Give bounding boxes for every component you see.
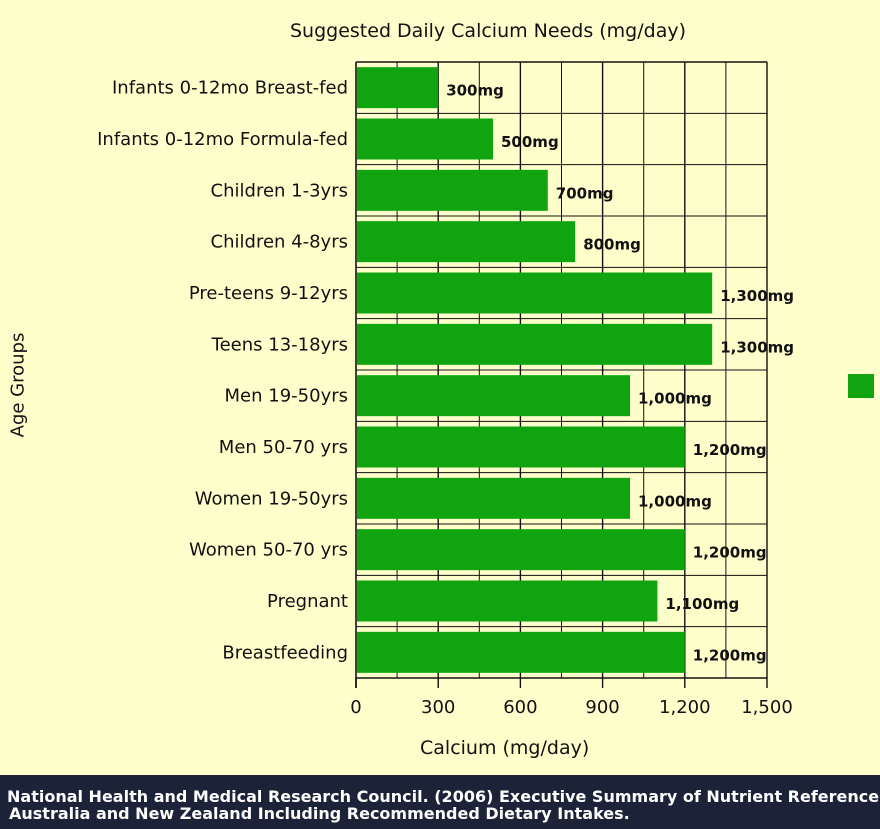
- legend-swatch: [848, 374, 874, 398]
- category-label: Infants 0-12mo Breast-fed: [112, 78, 348, 99]
- category-label: Infants 0-12mo Formula-fed: [97, 129, 348, 150]
- x-tick-label: 900: [585, 697, 619, 718]
- category-label: Women 19-50yrs: [195, 488, 348, 509]
- data-label: 1,200mg: [693, 441, 767, 459]
- data-label: 1,100mg: [665, 595, 739, 613]
- category-label: Breastfeeding: [222, 642, 348, 663]
- category-label: Men 50-70 yrs: [219, 437, 348, 458]
- bar: [357, 272, 713, 314]
- bar: [357, 221, 576, 263]
- data-label: 300mg: [446, 82, 504, 100]
- x-tick-label: 0: [350, 697, 361, 718]
- category-label: Pregnant: [267, 591, 348, 612]
- citation-line-1: National Health and Medical Research Cou…: [7, 787, 880, 806]
- bar: [357, 631, 685, 673]
- category-label: Children 4-8yrs: [211, 232, 348, 253]
- data-label: 500mg: [501, 133, 559, 151]
- x-axis-label: Calcium (mg/day): [420, 737, 590, 759]
- data-label: 1,000mg: [638, 492, 712, 510]
- bar: [357, 375, 630, 417]
- bar: [357, 67, 439, 109]
- data-label: 1,000mg: [638, 390, 712, 408]
- category-label: Pre-teens 9-12yrs: [189, 283, 348, 304]
- x-tick-label: 1,200: [659, 697, 711, 718]
- data-label: 1,300mg: [720, 287, 794, 305]
- bar: [357, 580, 658, 622]
- category-label: Children 1-3yrs: [211, 180, 348, 201]
- chart-title: Suggested Daily Calcium Needs (mg/day): [290, 20, 687, 42]
- bar: [357, 477, 630, 519]
- category-label: Teens 13-18yrs: [211, 334, 348, 355]
- bar: [357, 426, 685, 468]
- category-label: Men 19-50yrs: [225, 386, 348, 407]
- data-label: 1,200mg: [693, 646, 767, 664]
- x-tick-label: 600: [503, 697, 537, 718]
- x-tick-label: 300: [421, 697, 455, 718]
- data-label: 1,200mg: [693, 544, 767, 562]
- data-label: 700mg: [556, 184, 614, 202]
- bar: [357, 169, 548, 211]
- citation-footer: National Health and Medical Research Cou…: [0, 775, 880, 829]
- bar: [357, 529, 685, 571]
- data-label: 800mg: [583, 236, 641, 254]
- x-tick-label: 1,500: [741, 697, 793, 718]
- bar: [357, 323, 713, 365]
- y-axis-label: Age Groups: [7, 332, 29, 438]
- chart-area: Suggested Daily Calcium Needs (mg/day) I…: [7, 20, 874, 759]
- data-label: 1,300mg: [720, 338, 794, 356]
- citation-line-2: Australia and New Zealand Including Reco…: [9, 804, 630, 823]
- bar-chart: Infants 0-12mo Breast-fed 300mg Infants 0-…: [97, 61, 794, 718]
- category-label: Women 50-70 yrs: [189, 540, 348, 561]
- bar: [357, 118, 493, 160]
